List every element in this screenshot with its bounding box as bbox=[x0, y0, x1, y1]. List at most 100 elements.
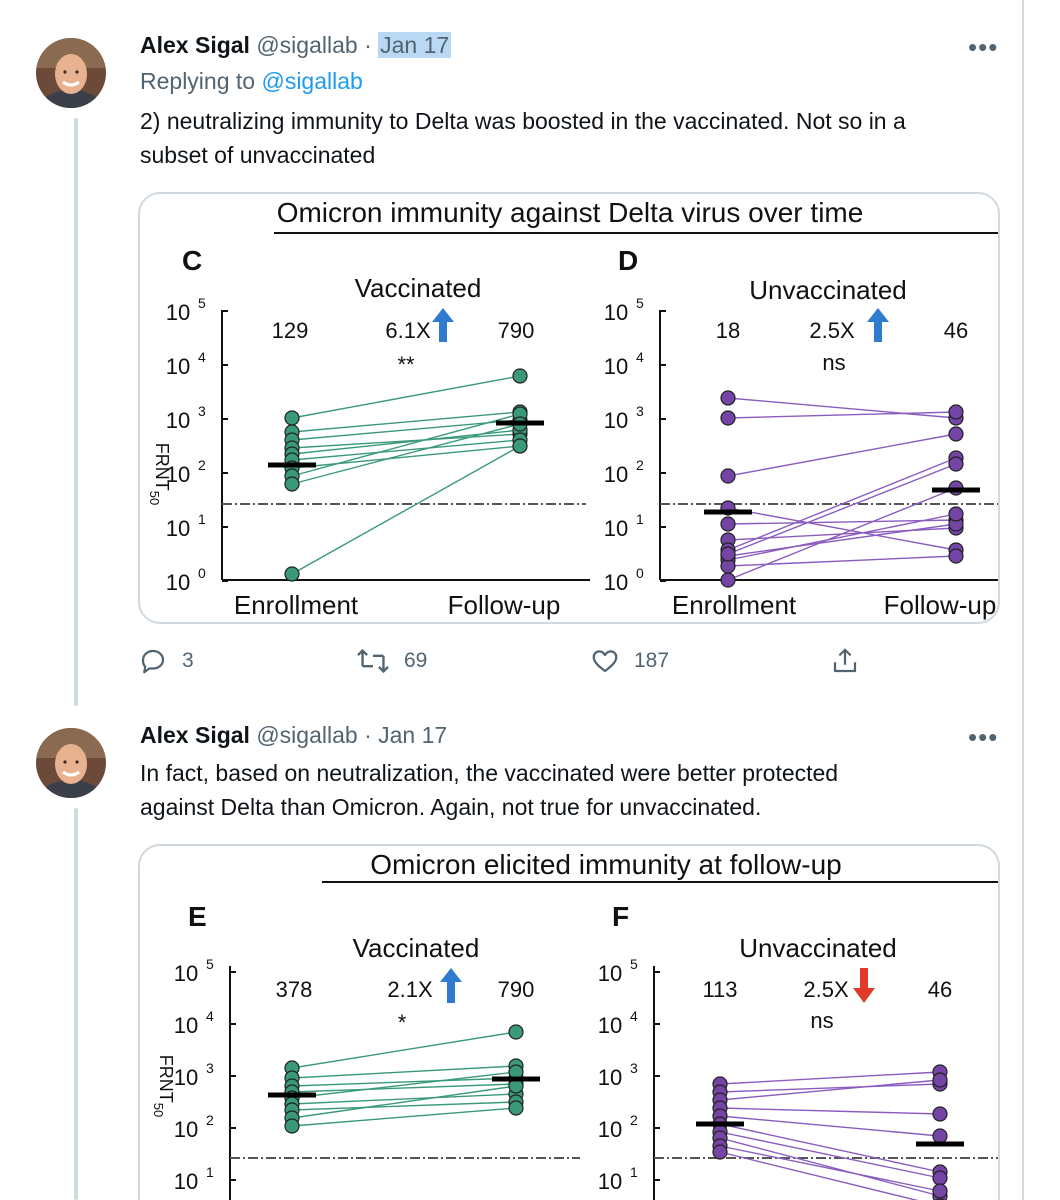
thread-line bbox=[74, 808, 78, 1200]
avatar[interactable] bbox=[36, 38, 106, 108]
pair-line bbox=[291, 1093, 517, 1105]
panel-letter: C bbox=[182, 245, 202, 276]
author-handle[interactable]: @sigallab bbox=[256, 722, 358, 748]
down-arrow-icon bbox=[853, 968, 875, 1003]
y-axis-ticks: 10 5 10 4 10 3 10 2 10 1 10 0 bbox=[604, 295, 666, 595]
tweet-date[interactable]: Jan 17 bbox=[378, 32, 452, 58]
share-icon bbox=[833, 648, 857, 673]
data-point bbox=[284, 1118, 300, 1134]
retweet-count: 69 bbox=[404, 649, 428, 672]
retweet-button[interactable]: 69 bbox=[356, 646, 427, 676]
data-point bbox=[948, 506, 964, 522]
panel-group-label: Vaccinated bbox=[355, 273, 482, 303]
y-tick-label: 10 bbox=[174, 1169, 198, 1194]
author-name[interactable]: Alex Sigal bbox=[140, 32, 250, 58]
y-axis-label-sub: 50 bbox=[147, 491, 162, 505]
count-label: 378 bbox=[276, 977, 313, 1002]
y-tick-exponent: 1 bbox=[198, 511, 206, 527]
pair-line bbox=[719, 1131, 941, 1179]
pair-line bbox=[291, 375, 521, 419]
heart-icon bbox=[592, 650, 618, 673]
y-tick-exponent: 0 bbox=[636, 565, 644, 581]
separator: · bbox=[364, 32, 372, 58]
y-tick-label: 10 bbox=[166, 516, 190, 541]
data-point bbox=[512, 368, 528, 384]
like-button[interactable]: 187 bbox=[590, 646, 669, 676]
tweet-text-line: In fact, based on neutralization, the va… bbox=[140, 760, 839, 786]
panel-letter: F bbox=[612, 901, 629, 932]
like-count: 187 bbox=[634, 649, 670, 672]
data-point bbox=[512, 438, 528, 454]
x-tick-label: Follow-up bbox=[884, 590, 997, 620]
data-point bbox=[284, 410, 300, 426]
y-tick-exponent: 4 bbox=[206, 1008, 214, 1024]
y-tick-label: 10 bbox=[598, 1065, 622, 1090]
pair-line bbox=[719, 1079, 941, 1101]
data-points-vaccinated bbox=[230, 1024, 580, 1159]
data-point bbox=[720, 572, 736, 588]
pair-line bbox=[291, 419, 521, 441]
tweet-header: Alex Sigal @sigallab · Jan 17 bbox=[140, 722, 447, 749]
significance-label: ns bbox=[810, 1008, 833, 1033]
more-options-icon[interactable]: ••• bbox=[968, 32, 999, 62]
pair-line bbox=[291, 1071, 517, 1099]
y-tick-label: 10 bbox=[598, 1169, 622, 1194]
y-tick-label: 10 bbox=[174, 1013, 198, 1038]
pair-line bbox=[719, 1115, 941, 1137]
count-label: 129 bbox=[272, 318, 309, 343]
tweet-text-line: subset of unvaccinated bbox=[140, 142, 376, 168]
y-tick-label: 10 bbox=[604, 570, 628, 595]
tweet-media-figure[interactable]: Omicron elicited immunity at follow-up E… bbox=[138, 844, 1000, 1200]
pair-line bbox=[291, 1101, 517, 1111]
tweet-header: Alex Sigal @sigallab · Jan 17 bbox=[140, 32, 452, 59]
more-options-icon[interactable]: ••• bbox=[968, 722, 999, 752]
y-axis-label: FRNT50 bbox=[147, 443, 172, 505]
y-tick-label: 10 bbox=[174, 961, 198, 986]
y-tick-label: 10 bbox=[604, 354, 628, 379]
author-handle[interactable]: @sigallab bbox=[256, 32, 358, 58]
separator: · bbox=[364, 722, 372, 748]
y-axis-ticks: 10 5 10 4 10 3 10 2 10 1 bbox=[174, 956, 236, 1194]
y-tick-exponent: 2 bbox=[630, 1112, 638, 1128]
y-tick-label: 10 bbox=[166, 354, 190, 379]
x-tick-label: Follow-up bbox=[448, 590, 561, 620]
avatar[interactable] bbox=[36, 728, 106, 798]
pair-line bbox=[291, 439, 521, 461]
y-axis-ticks: 10 5 10 4 10 3 10 2 10 1 10 0 bbox=[166, 295, 228, 595]
reply-mention-link[interactable]: @sigallab bbox=[261, 68, 363, 94]
data-point bbox=[720, 468, 736, 484]
pair-line bbox=[719, 1071, 941, 1085]
data-point bbox=[932, 1072, 948, 1088]
reply-icon bbox=[141, 649, 165, 674]
retweet-icon bbox=[357, 648, 389, 674]
y-tick-exponent: 3 bbox=[206, 1060, 214, 1076]
pair-line bbox=[291, 1031, 517, 1069]
y-tick-exponent: 5 bbox=[636, 295, 644, 311]
fold-change-label: 2.1X bbox=[387, 977, 433, 1002]
y-tick-exponent: 2 bbox=[206, 1112, 214, 1128]
data-point bbox=[948, 404, 964, 420]
y-tick-label: 10 bbox=[166, 408, 190, 433]
reply-button[interactable]: 3 bbox=[138, 646, 194, 676]
replying-prefix: Replying to bbox=[140, 68, 256, 94]
replying-to: Replying to @sigallab bbox=[140, 68, 363, 95]
y-tick-exponent: 5 bbox=[630, 956, 638, 972]
significance-label: ** bbox=[397, 352, 415, 377]
data-point bbox=[948, 456, 964, 472]
pair-line bbox=[727, 523, 957, 557]
y-tick-exponent: 4 bbox=[636, 349, 644, 365]
tweet-text-line: against Delta than Omicron. Again, not t… bbox=[140, 794, 762, 820]
count-label: 113 bbox=[702, 977, 737, 1002]
y-tick-label: 10 bbox=[604, 462, 628, 487]
y-tick-label: 10 bbox=[174, 1065, 198, 1090]
tweet-date[interactable]: Jan 17 bbox=[378, 722, 448, 748]
tweet-actions: 3 69 187 bbox=[138, 646, 878, 680]
data-point bbox=[508, 1024, 524, 1040]
data-point bbox=[720, 546, 736, 562]
author-name[interactable]: Alex Sigal bbox=[140, 722, 250, 748]
y-tick-exponent: 1 bbox=[206, 1164, 214, 1180]
pair-line bbox=[727, 487, 957, 581]
tweet-media-figure[interactable]: Omicron immunity against Delta virus ove… bbox=[138, 192, 1000, 624]
share-button[interactable] bbox=[830, 646, 874, 676]
y-tick-label: 10 bbox=[604, 300, 628, 325]
